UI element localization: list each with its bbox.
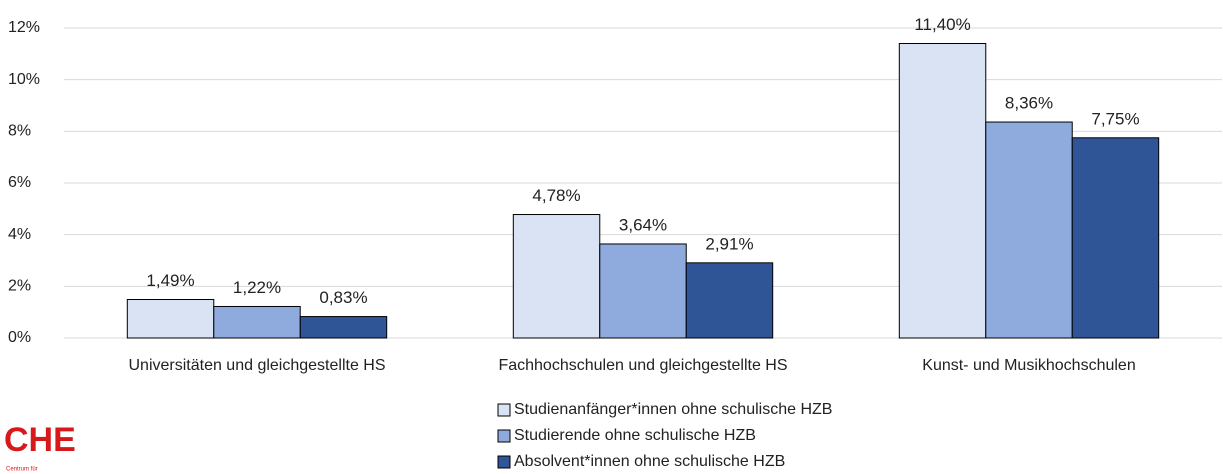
y-tick-label: 6% [8,174,31,191]
data-label: 1,49% [146,271,194,290]
data-label: 1,22% [233,278,281,297]
legend-label: Studierende ohne schulische HZB [514,427,756,444]
data-label: 3,64% [619,215,667,234]
y-tick-label: 4% [8,226,31,243]
bar [512,214,601,339]
bar [685,262,774,339]
bar [898,43,987,339]
legend-swatch [497,429,511,443]
x-tick-label: Universitäten und gleichgestellte HS [128,357,385,374]
bar [1071,137,1160,339]
x-tick-label: Kunst- und Musikhochschulen [922,357,1135,374]
data-label: 8,36% [1005,94,1053,113]
y-tick-label: 10% [8,71,40,88]
data-label: 4,78% [532,186,580,205]
bar [213,305,301,339]
data-label: 11,40% [914,15,970,34]
y-tick-label: 12% [8,19,40,36]
y-tick-label: 0% [8,329,31,346]
bar [599,243,687,339]
bar [299,316,388,339]
data-label: 2,91% [705,234,753,253]
x-tick-label: Fachhochschulen und gleichgestellte HS [498,357,787,374]
legend-label: Studienanfänger*innen ohne schulische HZ… [514,401,832,418]
y-tick-label: 2% [8,278,31,295]
legend-swatch [497,455,511,469]
bar [985,121,1073,339]
data-label: 0,83% [319,288,367,307]
y-tick-label: 8% [8,123,31,140]
bar [126,299,215,339]
legend-swatch [497,403,511,417]
logo-subtext: Centrum für [6,467,38,473]
data-label: 7,75% [1091,109,1139,128]
legend-label: Absolvent*innen ohne schulische HZB [514,453,785,470]
logo: CHE [4,421,76,459]
